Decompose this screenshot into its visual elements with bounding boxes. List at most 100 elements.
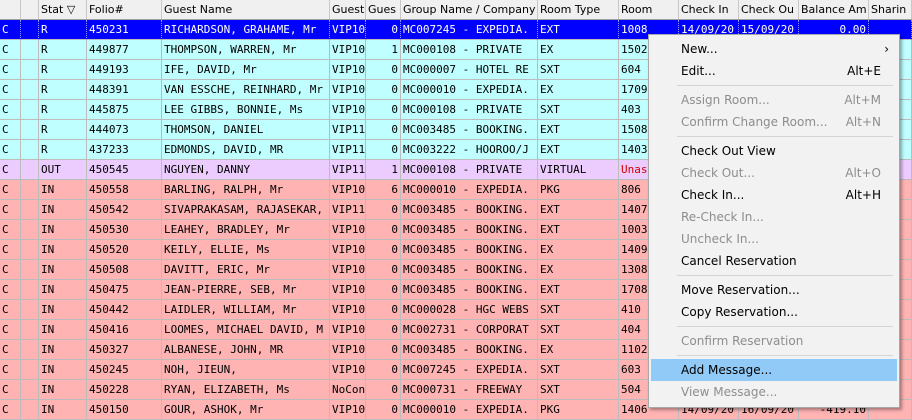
cell-col-flag [21,100,39,120]
menu-move-reservation[interactable]: Move Reservation... [651,279,897,301]
cell-col-room-type: SXT [538,60,619,80]
cell-col-group-name: MC007245 - EXPEDIA. [401,20,538,40]
cell-col-status: R [39,100,87,120]
header-col-balance[interactable]: Balance Am [799,0,869,19]
menu-edit[interactable]: Edit... Alt+E [651,60,897,82]
cell-col-check-out: 15/09/20 [739,20,799,40]
menu-view-message: View Message... [651,381,897,403]
menu-check-out: Check Out... Alt+O [651,162,897,184]
cell-col-room-type: EX [538,340,619,360]
cell-col-guest-type: VIP11 [330,200,366,220]
menu-copy-reservation[interactable]: Copy Reservation... [651,301,897,323]
menu-cancel-reservation[interactable]: Cancel Reservation [651,250,897,272]
cell-col-room-type: EX [538,40,619,60]
cell-col-room-type: SXT [538,300,619,320]
menu-item-label: Check In... [681,188,745,202]
cell-col-flag [21,400,39,420]
cell-col-guests: 0 [366,380,401,400]
cell-col-flag [21,40,39,60]
header-col-group-name[interactable]: Group Name / Company [401,0,538,19]
cell-col-guest-type: VIP10 [330,320,366,340]
cell-col-room-type: PKG [538,400,619,420]
cell-col-status: IN [39,200,87,220]
cell-col-room-type: EX [538,240,619,260]
context-menu: New... › Edit... Alt+E Assign Room... Alt+M Co… [648,34,900,408]
menu-item-label: Re-Check In... [681,210,764,224]
cell-col-guest-name: DAVITT, ERIC, Mr [162,260,330,280]
cell-col-check-in: 14/09/20 [679,20,739,40]
header-col-code[interactable] [0,0,21,19]
header-col-folio[interactable]: Folio# [87,0,162,19]
menu-item-shortcut: Alt+H [845,188,881,202]
cell-col-room-type: SXT [538,100,619,120]
cell-col-room: 1008 [619,20,679,40]
menu-item-label: New... [681,42,718,56]
menu-confirm-reservation: Confirm Reservation [651,330,897,352]
cell-col-guest-type: VIP11 [330,120,366,140]
header-col-status[interactable]: Stat ▽ [39,0,87,19]
cell-col-guests: 1 [366,40,401,60]
cell-col-status: R [39,140,87,160]
cell-col-flag [21,120,39,140]
header-col-flag[interactable] [21,0,39,19]
header-col-guest-name[interactable]: Guest Name [162,0,330,19]
menu-check-out-view[interactable]: Check Out View [651,140,897,162]
cell-col-guest-type: VIP10 [330,340,366,360]
cell-col-folio: 437233 [87,140,162,160]
cell-col-status: R [39,20,87,40]
cell-col-flag [21,360,39,380]
header-col-guest-type[interactable]: Guest [330,0,366,19]
menu-new[interactable]: New... › [651,38,897,60]
cell-col-guests: 0 [366,200,401,220]
grid-header: Stat ▽ Folio# Guest Name Guest Gues Group Nam… [0,0,912,20]
cell-col-guest-type: NoCon [330,380,366,400]
cell-col-room-type: EXT [538,120,619,140]
cell-col-guests: 0 [366,140,401,160]
cell-col-code: C [0,60,21,80]
cell-col-status: IN [39,180,87,200]
header-col-sharing[interactable]: Sharin [869,0,912,19]
cell-col-guest-type: VIP10 [330,360,366,380]
cell-col-guest-name: RYAN, ELIZABETH, Ms [162,380,330,400]
cell-col-guest-name: NGUYEN, DANNY [162,160,330,180]
cell-col-guests: 0 [366,320,401,340]
cell-col-room-type: SXT [538,320,619,340]
cell-col-guest-type: VIP10 [330,100,366,120]
cell-col-guest-type: VIP10 [330,40,366,60]
cell-col-flag [21,240,39,260]
cell-col-room-type: EXT [538,280,619,300]
menu-add-message[interactable]: Add Message... [651,359,897,381]
menu-separator [677,275,893,276]
cell-col-guests: 0 [366,80,401,100]
menu-item-label: Move Reservation... [681,283,800,297]
cell-col-status: OUT [39,160,87,180]
header-col-room-type[interactable]: Room Type [538,0,619,19]
cell-col-guest-type: VIP10 [330,220,366,240]
cell-col-guest-type: VIP10 [330,300,366,320]
cell-col-flag [21,340,39,360]
header-col-room[interactable]: Room [619,0,679,19]
menu-confirm-change-room: Confirm Change Room... Alt+N [651,111,897,133]
cell-col-code: C [0,180,21,200]
menu-separator [677,355,893,356]
cell-col-folio: 450542 [87,200,162,220]
cell-col-guests: 0 [366,260,401,280]
cell-col-room-type: EXT [538,20,619,40]
menu-check-in[interactable]: Check In... Alt+H [651,184,897,206]
cell-col-folio: 450231 [87,20,162,40]
cell-col-group-name: MC000731 - FREEWAY [401,380,538,400]
cell-col-folio: 450327 [87,340,162,360]
header-col-guests[interactable]: Gues [366,0,401,19]
cell-col-group-name: MC003485 - BOOKING. [401,240,538,260]
cell-col-folio: 450442 [87,300,162,320]
header-col-check-in[interactable]: Check In [679,0,739,19]
menu-item-label: View Message... [681,385,778,399]
header-col-check-out[interactable]: Check Ou [739,0,799,19]
cell-col-status: R [39,80,87,100]
menu-item-label: Uncheck In... [681,232,759,246]
cell-col-guest-name: EDMONDS, DAVID, MR [162,140,330,160]
cell-col-status: IN [39,360,87,380]
menu-item-label: Copy Reservation... [681,305,798,319]
cell-col-folio: 449193 [87,60,162,80]
cell-col-code: C [0,340,21,360]
